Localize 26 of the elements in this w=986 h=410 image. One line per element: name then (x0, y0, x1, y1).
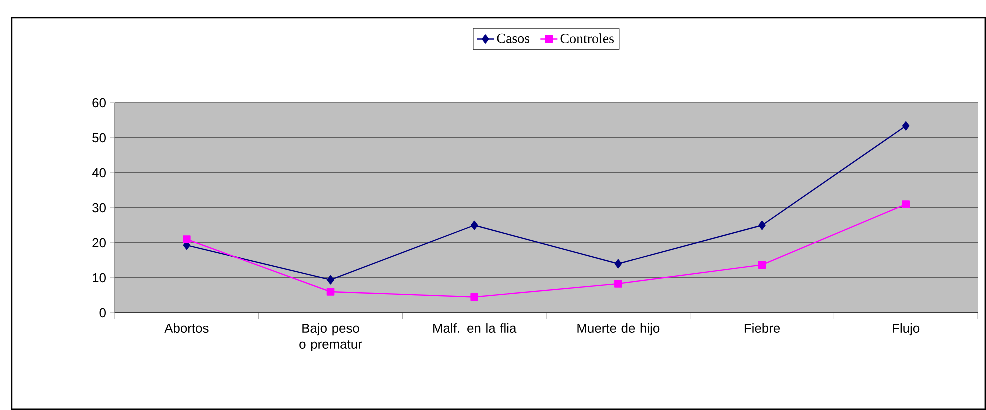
point (183, 236, 191, 244)
x-tick-label: Bajo peso o prematur (300, 324, 362, 352)
y-tick-label: 50 (92, 133, 106, 143)
point (902, 122, 910, 131)
x-tick-label: Flujo (893, 324, 920, 336)
point (758, 220, 766, 230)
x-tick-label: Abortos (164, 324, 209, 334)
x-tick-label: Muerte de hijo (578, 324, 660, 336)
legend-label: Casos (497, 34, 530, 44)
x-tick-label: Malf. en la flia (434, 324, 517, 334)
point (902, 200, 910, 208)
point (470, 293, 478, 302)
point (326, 288, 335, 296)
point (614, 280, 622, 288)
y-tick-label: 10 (93, 273, 106, 283)
x-tick-label: Fiebre (744, 324, 780, 334)
point (758, 261, 766, 269)
point (470, 220, 478, 230)
y-tick-label: 60 (92, 98, 106, 108)
legend-label: Controles (560, 34, 614, 44)
point (614, 259, 622, 269)
point (327, 276, 334, 285)
y-tick-label: 40 (92, 168, 106, 178)
y-tick-label: 30 (92, 203, 106, 213)
y-tick-label: 20 (92, 238, 106, 248)
y-tick-label: 0 (100, 308, 106, 318)
